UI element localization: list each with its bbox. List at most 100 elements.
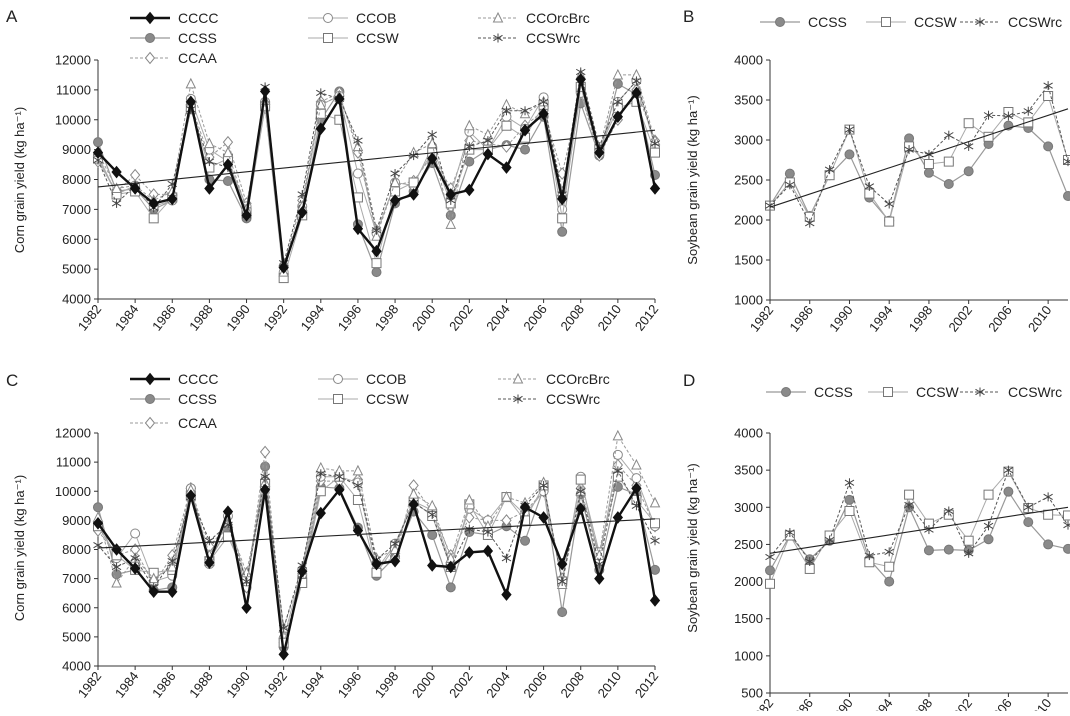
panel-c-series-ccorcbrc-point: [613, 431, 622, 440]
panel-c-x-tick-label: 1988: [186, 669, 216, 701]
panel-a-legend-ccswrc: CCSWrc: [478, 30, 580, 46]
panel-b-series-ccss-point: [1044, 142, 1053, 151]
panel-b-ylabel: Soybean grain yield (kg ha⁻¹): [685, 95, 700, 264]
panel-a-series-ccss-point: [521, 145, 530, 154]
panel-c-legend-ccss-swatch-marker: [146, 395, 155, 404]
panel-b-y-tick-label: 1000: [734, 293, 763, 308]
panel-a-series-ccsw-point: [149, 214, 158, 223]
panel-a-y-tick-label: 7000: [62, 202, 91, 217]
panel-a-y-tick-label: 9000: [62, 142, 91, 157]
panel-d-y-tick-label: 500: [741, 686, 763, 701]
panel-a-series-cccc-point: [261, 86, 270, 97]
panel-c-x-tick-label: 1994: [298, 669, 328, 701]
panel-c-legend-ccaa: CCAA: [130, 415, 218, 431]
panel-b-series-ccss-point: [944, 180, 953, 189]
panel-b-series-ccss-point: [785, 169, 794, 178]
panel-c-series-ccswrc-point: [502, 554, 511, 563]
panel-d-series-ccsw-point: [766, 579, 775, 588]
panel-a-legend-ccss: CCSS: [130, 30, 217, 46]
panel-c-x-tick-label: 2006: [520, 669, 550, 701]
panel-c-x-tick-label: 2000: [409, 669, 439, 701]
panel-b-y-tick-label: 3000: [734, 133, 763, 148]
panel-a-series-ccsw-point: [502, 121, 511, 130]
panel-a-series-cccc: [94, 74, 660, 273]
panel-d-legend-ccsw: CCSW: [868, 384, 960, 400]
panel-d-ylabel: Soybean grain yield (kg ha⁻¹): [685, 463, 700, 632]
panel-a-legend-ccsw-swatch-marker: [324, 34, 333, 43]
panel-c-y-tick-label: 9000: [62, 513, 91, 528]
panel-d-series-ccsw-point: [984, 490, 993, 499]
panel-d-legend-ccss-label: CCSS: [814, 384, 853, 400]
panel-b-y-tick-label: 2000: [734, 213, 763, 228]
panel-d-x-tick-label: 1990: [826, 696, 856, 711]
panel-c-x-tick-label: 2004: [483, 669, 513, 701]
panel-d-x-tick-label: 1994: [866, 696, 896, 711]
panel-d-letter: D: [683, 371, 695, 390]
panel-a-series-ccsw-point: [409, 178, 418, 187]
panel-a-series-ccob-point: [353, 169, 362, 178]
panel-d-series-ccswrc-point: [766, 553, 775, 562]
panel-d-legend-ccsw-label: CCSW: [916, 384, 960, 400]
panel-c-legend-ccob-swatch-marker: [334, 375, 343, 384]
panel-a-y-tick-label: 11000: [56, 82, 91, 97]
panel-c-y-tick-label: 6000: [62, 600, 91, 615]
panel-a-series-ccss-point: [94, 138, 103, 147]
panel-a-x-tick-label: 1998: [372, 302, 402, 334]
panel-a-legend-ccob: CCOB: [308, 10, 396, 26]
panel-c-x-tick-label: 2002: [446, 669, 476, 701]
panel-c-series-ccob-point: [131, 529, 140, 538]
panel-c-series-cccc-point: [502, 589, 511, 600]
panel-c-legend-ccss-label: CCSS: [178, 391, 217, 407]
panel-d-legend-ccswrc: CCSWrc: [960, 384, 1062, 400]
panel-b-legend-ccsw: CCSW: [866, 14, 958, 30]
panel-c-x-tick-label: 1984: [112, 669, 142, 701]
panel-a-x-tick-label: 1996: [335, 302, 365, 334]
panel-b-series-ccsw-point: [964, 119, 973, 128]
panel-d-y-tick-label: 3000: [734, 500, 763, 515]
panel-d-series-ccswrc-point: [1064, 521, 1070, 530]
panel-a-x-tick-label: 1992: [260, 302, 290, 334]
panel-b-x-tick-label: 2006: [985, 303, 1015, 335]
panel-c-series-ccaa-point: [261, 446, 270, 457]
panel-c-series-ccorcbrc-point: [353, 466, 362, 475]
panel-a-legend-ccaa-label: CCAA: [178, 50, 218, 66]
panel-d-x-tick-label: 1998: [906, 696, 936, 711]
panel-c-series-ccss-point: [446, 583, 455, 592]
panel-d-x-tick-label: 2010: [1025, 696, 1055, 711]
panel-c-y-tick-label: 8000: [62, 542, 91, 557]
panel-c-series-ccss-point: [428, 530, 437, 539]
panel-b-legend-ccsw-label: CCSW: [914, 14, 958, 30]
panel-c-series-ccsw-point: [576, 475, 585, 484]
panel-d-series-ccswrc-point: [984, 521, 993, 530]
panel-a-series-cccc-point: [651, 183, 660, 194]
panel-b-y-tick-label: 2500: [734, 173, 763, 188]
panel-a-series-ccorcbrc-point: [446, 219, 455, 228]
panel-a-series-ccorcbrc-point: [465, 121, 474, 130]
panel-a-series-ccaa-point: [131, 170, 140, 181]
panel-b-series-ccsw-point: [885, 217, 894, 226]
panel-a-series-ccsw-point: [372, 259, 381, 268]
panel-b-x-tick-label: 1986: [786, 303, 816, 335]
panel-b-x-tick-label: 1994: [866, 303, 896, 335]
panel-c-series-ccss-point: [558, 608, 567, 617]
panel-d-series-ccsw-point: [885, 562, 894, 571]
panel-a-x-tick-label: 2012: [632, 302, 662, 334]
panel-d-legend-ccss-swatch-marker: [782, 388, 791, 397]
panel-c-y-tick-label: 5000: [62, 629, 91, 644]
panel-c-x-tick-label: 2008: [557, 669, 587, 701]
panel-c-series-ccsw-point: [651, 519, 660, 528]
panel-a-y-tick-label: 5000: [62, 262, 91, 277]
panel-a-legend-ccob-swatch-marker: [324, 14, 333, 23]
panel-c-legend-ccswrc-label: CCSWrc: [546, 391, 600, 407]
panel-d-series-ccss-point: [984, 535, 993, 544]
panel-a-legend-ccsw: CCSW: [308, 30, 400, 46]
panel-b-series-ccss-point: [1064, 192, 1070, 201]
panel-b-x-tick-label: 1990: [826, 303, 856, 335]
panel-d-plot: 5001000150020002500300035004000198219861…: [734, 384, 1070, 711]
panel-a-series-ccaa-point: [223, 137, 232, 148]
panel-d-x-tick-label: 2006: [985, 696, 1015, 711]
panel-b-y-tick-label: 4000: [734, 53, 763, 68]
panel-c-series-ccorcbrc-point: [651, 498, 660, 507]
panel-d-series-ccss-point: [944, 545, 953, 554]
